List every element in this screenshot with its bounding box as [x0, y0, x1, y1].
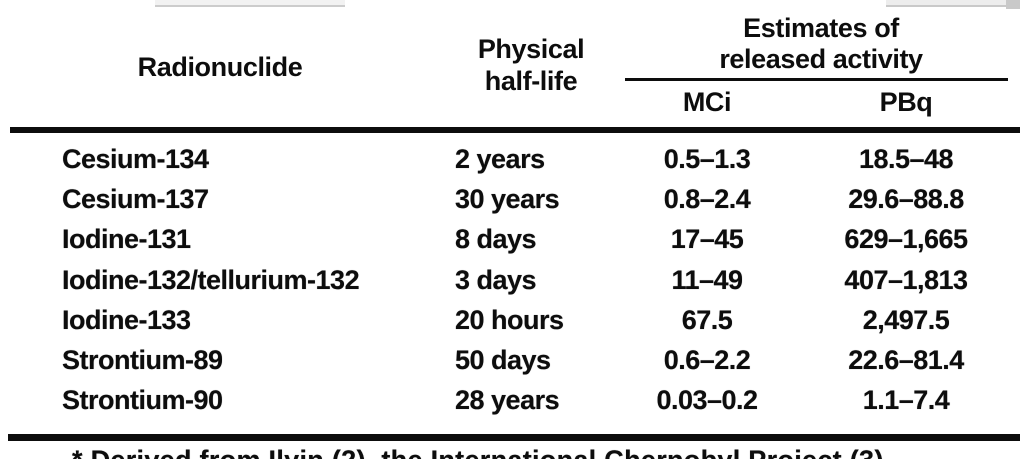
cell-half-life: 20 hours [455, 304, 564, 335]
cell-mci: 11–49 [671, 264, 743, 295]
cell-mci: 0.03–0.2 [656, 385, 758, 416]
table-row: Cesium-134 2 years 0.5–1.3 18.5–48 [0, 139, 1020, 179]
table-row: Iodine-132/tellurium-132 3 days 11–49 40… [0, 260, 1020, 300]
cell-mci: 0.8–2.4 [663, 183, 751, 214]
column-header-physical-half-life-line1: Physical [477, 34, 585, 64]
column-header-mci: MCi [682, 87, 732, 117]
cell-half-life: 2 years [455, 143, 545, 174]
scan-smudge-top-left [155, 0, 345, 7]
scan-smudge-top-corner [1006, 0, 1020, 9]
column-header-pbq: PBq [879, 87, 933, 117]
column-header-physical-half-life-line2: half-life [484, 66, 578, 96]
footnote-source-citation: * Derived from Ilyin (2), the Internatio… [72, 445, 1012, 459]
cell-radionuclide: Strontium-90 [62, 385, 223, 416]
cell-pbq: 1.1–7.4 [862, 385, 950, 416]
column-group-header-estimates-line1: Estimates of [743, 13, 899, 43]
column-header-physical-half-life: Physical half-life [440, 33, 622, 97]
cell-pbq: 407–1,813 [844, 264, 968, 295]
cell-half-life: 8 days [455, 224, 537, 255]
table-bottom-rule [8, 434, 1020, 441]
cell-radionuclide: Cesium-137 [62, 183, 209, 214]
cell-radionuclide: Iodine-132/tellurium-132 [62, 264, 360, 295]
cell-radionuclide: Cesium-134 [62, 143, 209, 174]
table-row: Strontium-90 28 years 0.03–0.2 1.1–7.4 [0, 381, 1020, 421]
cell-mci: 0.6–2.2 [663, 345, 751, 376]
table-row: Strontium-89 50 days 0.6–2.2 22.6–81.4 [0, 340, 1020, 380]
cell-pbq: 29.6–88.8 [848, 183, 964, 214]
column-group-header-estimates: Estimates of released activity [622, 13, 1020, 75]
cell-mci: 67.5 [681, 304, 733, 335]
cell-mci: 17–45 [670, 224, 744, 255]
table-top-rule [10, 127, 1020, 133]
table-body: Cesium-134 2 years 0.5–1.3 18.5–48 Cesiu… [0, 139, 1020, 421]
cell-pbq: 22.6–81.4 [848, 345, 964, 376]
cell-half-life: 3 days [455, 264, 537, 295]
scan-smudge-top-right [886, 0, 1008, 7]
cell-mci: 0.5–1.3 [663, 143, 751, 174]
cell-radionuclide: Iodine-133 [62, 304, 191, 335]
column-group-header-estimates-line2: released activity [719, 44, 923, 74]
cell-radionuclide: Strontium-89 [62, 345, 223, 376]
cell-half-life: 30 years [455, 183, 560, 214]
cell-radionuclide: Iodine-131 [62, 224, 191, 255]
cell-half-life: 50 days [455, 345, 551, 376]
cell-pbq: 18.5–48 [858, 143, 954, 174]
cell-half-life: 28 years [455, 385, 560, 416]
estimates-group-underline [625, 78, 1008, 81]
table-row: Iodine-131 8 days 17–45 629–1,665 [0, 220, 1020, 260]
column-header-radionuclide: Radionuclide [137, 52, 303, 82]
table-row: Cesium-137 30 years 0.8–2.4 29.6–88.8 [0, 179, 1020, 219]
table-row: Iodine-133 20 hours 67.5 2,497.5 [0, 300, 1020, 340]
cell-pbq: 2,497.5 [862, 304, 950, 335]
cell-pbq: 629–1,665 [844, 224, 968, 255]
